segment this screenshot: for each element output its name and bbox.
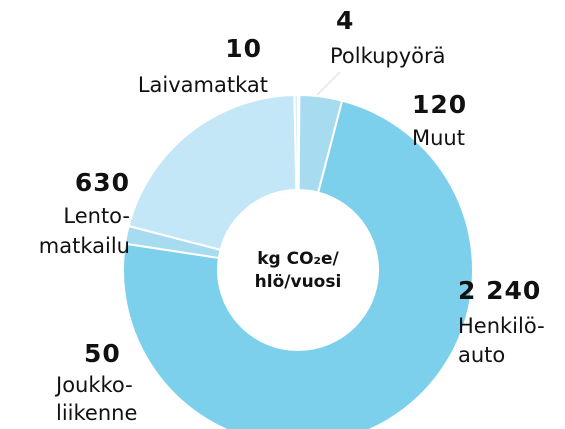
category-label: Lento- [63,204,130,228]
category-label: Polkupyörä [330,44,446,68]
slice [122,99,474,429]
value-label: 10 [225,34,262,63]
value-label: 630 [75,168,130,197]
value-label: 2 240 [458,276,541,305]
slices [122,93,474,429]
center-label: kg CO₂e/ [257,249,339,269]
category-label: liikenne [56,401,137,425]
category-label: Joukko- [54,373,133,397]
category-label: Muut [412,126,465,150]
category-label: auto [458,343,505,367]
value-label: 120 [412,90,467,119]
slice [127,94,298,252]
slice [293,93,299,192]
category-label: Henkilö- [458,314,545,338]
value-label: 50 [84,339,121,368]
value-label: 4 [336,6,354,35]
center-label: hlö/vuosi [255,272,342,292]
category-label: Laivamatkat [138,73,268,97]
category-label: matkailu [39,234,130,258]
